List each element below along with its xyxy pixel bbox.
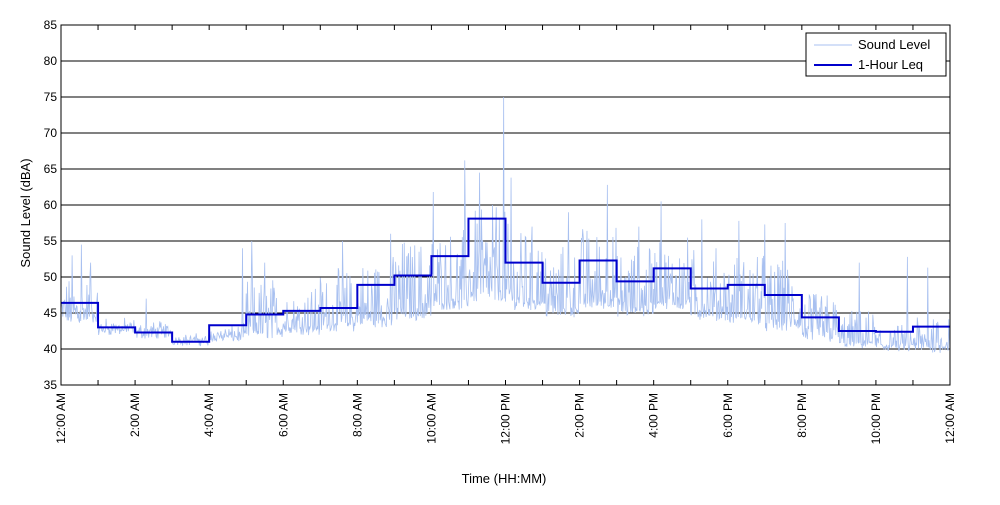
x-tick-label: 4:00 PM [647,393,661,438]
x-tick-label: 8:00 PM [795,393,809,438]
x-tick-label: 12:00 PM [499,393,513,444]
y-tick-label: 50 [44,270,58,284]
y-tick-label: 60 [44,198,58,212]
y-tick-label: 85 [44,18,58,32]
x-tick-label: 6:00 PM [721,393,735,438]
y-tick-label: 75 [44,90,58,104]
x-tick-label: 2:00 AM [128,393,142,437]
y-tick-label: 70 [44,126,58,140]
x-tick-label: 6:00 AM [276,393,290,437]
x-tick-label: 8:00 AM [350,393,364,437]
y-tick-label: 55 [44,234,58,248]
y-axis-title: Sound Level (dBA) [18,158,33,267]
legend-label-sound-level: Sound Level [858,37,930,52]
legend-label-leq: 1-Hour Leq [858,57,923,72]
x-tick-label: 4:00 AM [202,393,216,437]
y-tick-label: 45 [44,306,58,320]
x-tick-label: 2:00 PM [573,393,587,438]
x-tick-labels: 12:00 AM 2:00 AM 4:00 AM 6:00 AM 8:00 AM 10:0… [54,393,957,444]
legend-box [805,32,947,77]
y-tick-label: 35 [44,378,58,392]
x-tick-label: 10:00 PM [869,393,883,444]
legend: Sound Level 1-Hour Leq [805,32,947,77]
leq-step-line [61,217,950,343]
x-axis-title: Time (HH:MM) [462,471,547,486]
y-tick-labels: 35 40 45 50 55 60 65 70 75 80 85 [44,18,58,392]
x-tick-label: 10:00 AM [424,393,438,444]
x-tick-label: 12:00 AM [943,393,957,444]
y-tick-label: 40 [44,342,58,356]
leq-series [61,217,950,343]
axis-ticks [60,24,951,386]
y-tick-label: 65 [44,162,58,176]
y-tick-label: 80 [44,54,58,68]
x-tick-label: 12:00 AM [54,393,68,444]
